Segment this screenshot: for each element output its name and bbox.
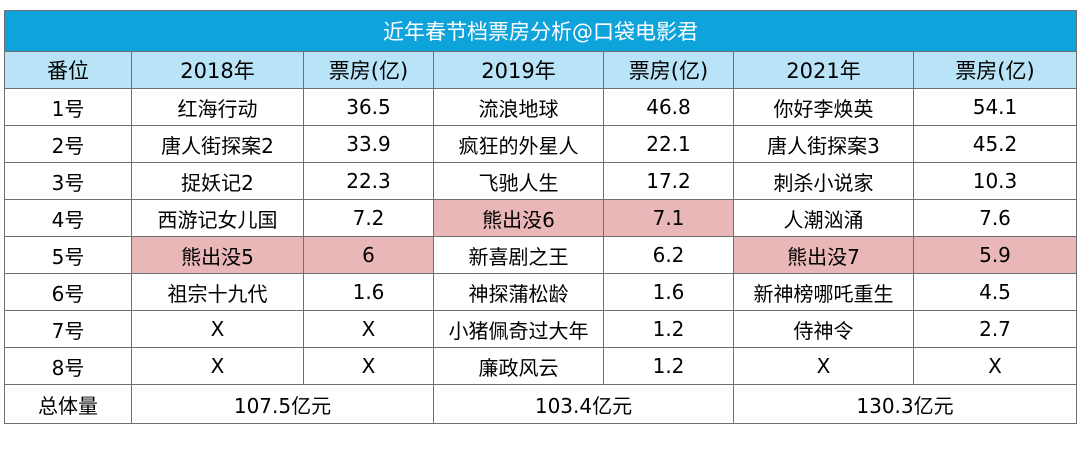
- header-2021-box-office: 票房(亿): [912, 51, 1078, 89]
- film-2019-cell: 流浪地球: [433, 88, 604, 126]
- box-office-table: 近年春节档票房分析@口袋电影君 番位 2018年 票房(亿) 2019年 票房(…: [3, 10, 1078, 424]
- value-2019-cell: 1.6: [603, 273, 734, 311]
- value-2018-cell: 36.5: [303, 88, 434, 126]
- value-2021-cell: 7.6: [912, 199, 1078, 237]
- value-2019-cell: 17.2: [603, 162, 734, 200]
- value-2018-cell: 22.3: [303, 162, 434, 200]
- value-2021-cell: 10.3: [912, 162, 1078, 200]
- header-2021: 2021年: [733, 51, 914, 89]
- header-2019: 2019年: [433, 51, 604, 89]
- header-rank: 番位: [4, 51, 132, 89]
- value-2021-cell: 2.7: [912, 310, 1078, 348]
- film-2018-cell-highlighted: 熊出没5: [131, 236, 304, 274]
- value-2018-cell: 33.9: [303, 125, 434, 163]
- table-row: 5号 熊出没5 6 新喜剧之王 6.2 熊出没7 5.9: [4, 236, 1078, 274]
- rank-cell: 1号: [4, 88, 132, 126]
- film-2021-cell: 新神榜哪吒重生: [733, 273, 914, 311]
- header-2018-box-office: 票房(亿): [303, 51, 434, 89]
- value-2019-cell: 46.8: [603, 88, 734, 126]
- value-2021-cell-highlighted: 5.9: [912, 236, 1078, 274]
- value-2018-cell: 1.6: [303, 273, 434, 311]
- film-2018-cell: X: [131, 310, 304, 348]
- header-2019-box-office: 票房(亿): [603, 51, 734, 89]
- table-row: 1号 红海行动 36.5 流浪地球 46.8 你好李焕英 54.1: [4, 88, 1078, 126]
- total-2019: 103.4亿元: [433, 384, 734, 424]
- total-label: 总体量: [4, 384, 132, 424]
- title-row: 近年春节档票房分析@口袋电影君: [3, 10, 1078, 52]
- film-2019-cell: 小猪佩奇过大年: [433, 310, 604, 348]
- film-2021-cell: X: [733, 347, 914, 385]
- film-2018-cell: 祖宗十九代: [131, 273, 304, 311]
- table-row: 8号 X X 廉政风云 1.2 X X: [4, 347, 1078, 385]
- value-2018-cell-highlighted: 6: [303, 236, 434, 274]
- table-row: 6号 祖宗十九代 1.6 神探蒲松龄 1.6 新神榜哪吒重生 4.5: [4, 273, 1078, 311]
- value-2018-cell: 7.2: [303, 199, 434, 237]
- rank-cell: 3号: [4, 162, 132, 200]
- value-2019-cell: 22.1: [603, 125, 734, 163]
- value-2018-cell: X: [303, 347, 434, 385]
- film-2018-cell: 红海行动: [131, 88, 304, 126]
- table-row: 2号 唐人街探案2 33.9 疯狂的外星人 22.1 唐人街探案3 45.2: [4, 125, 1078, 163]
- value-2019-cell: 6.2: [603, 236, 734, 274]
- rank-cell: 8号: [4, 347, 132, 385]
- header-row: 番位 2018年 票房(亿) 2019年 票房(亿) 2021年 票房(亿): [4, 51, 1078, 89]
- film-2021-cell: 唐人街探案3: [733, 125, 914, 163]
- table-row: 4号 西游记女儿国 7.2 熊出没6 7.1 人潮汹涌 7.6: [4, 199, 1078, 237]
- film-2019-cell: 飞驰人生: [433, 162, 604, 200]
- film-2021-cell: 你好李焕英: [733, 88, 914, 126]
- rank-cell: 6号: [4, 273, 132, 311]
- value-2021-cell: X: [912, 347, 1078, 385]
- value-2019-cell-highlighted: 7.1: [603, 199, 734, 237]
- value-2019-cell: 1.2: [603, 347, 734, 385]
- film-2018-cell: 唐人街探案2: [131, 125, 304, 163]
- header-2018: 2018年: [131, 51, 304, 89]
- film-2019-cell: 疯狂的外星人: [433, 125, 604, 163]
- film-2019-cell: 廉政风云: [433, 347, 604, 385]
- film-2019-cell-highlighted: 熊出没6: [433, 199, 604, 237]
- rank-cell: 7号: [4, 310, 132, 348]
- total-2018: 107.5亿元: [131, 384, 434, 424]
- rank-cell: 2号: [4, 125, 132, 163]
- film-2018-cell: X: [131, 347, 304, 385]
- film-2021-cell: 人潮汹涌: [733, 199, 914, 237]
- table-row: 7号 X X 小猪佩奇过大年 1.2 侍神令 2.7: [4, 310, 1078, 348]
- table-title: 近年春节档票房分析@口袋电影君: [3, 10, 1078, 52]
- value-2018-cell: X: [303, 310, 434, 348]
- film-2021-cell-highlighted: 熊出没7: [733, 236, 914, 274]
- film-2018-cell: 捉妖记2: [131, 162, 304, 200]
- film-2019-cell: 新喜剧之王: [433, 236, 604, 274]
- value-2021-cell: 45.2: [912, 125, 1078, 163]
- value-2019-cell: 1.2: [603, 310, 734, 348]
- table-row: 3号 捉妖记2 22.3 飞驰人生 17.2 刺杀小说家 10.3: [4, 162, 1078, 200]
- rank-cell: 5号: [4, 236, 132, 274]
- rank-cell: 4号: [4, 199, 132, 237]
- film-2019-cell: 神探蒲松龄: [433, 273, 604, 311]
- value-2021-cell: 54.1: [912, 88, 1078, 126]
- total-2021: 130.3亿元: [732, 384, 1078, 424]
- film-2018-cell: 西游记女儿国: [131, 199, 304, 237]
- value-2021-cell: 4.5: [912, 273, 1078, 311]
- film-2021-cell: 刺杀小说家: [733, 162, 914, 200]
- film-2021-cell: 侍神令: [733, 310, 914, 348]
- total-row: 总体量 107.5亿元 103.4亿元 130.3亿元: [4, 384, 1078, 424]
